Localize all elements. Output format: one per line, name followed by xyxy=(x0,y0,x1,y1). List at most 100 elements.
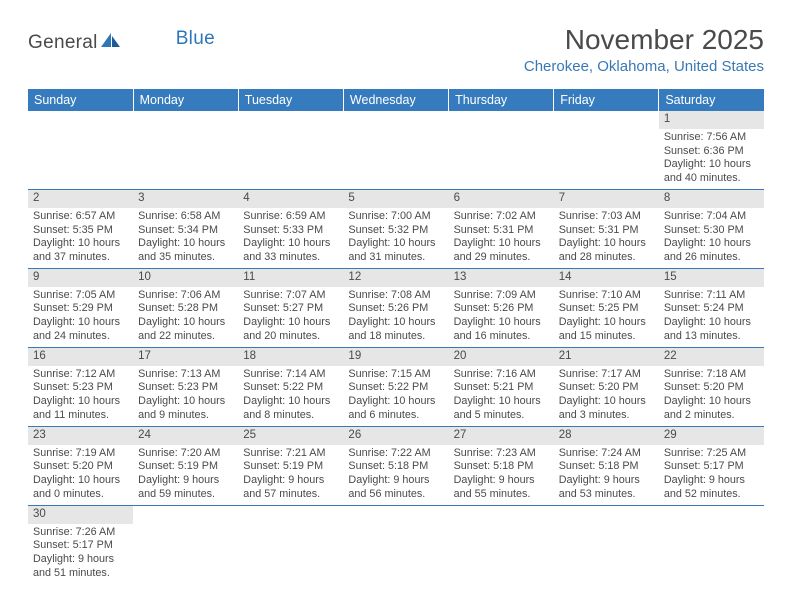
day-number: 30 xyxy=(28,506,133,524)
logo-text-general: General xyxy=(28,32,98,54)
calendar-cell xyxy=(554,111,659,189)
logo-sail-icon xyxy=(100,32,122,53)
col-saturday: Saturday xyxy=(659,89,764,111)
calendar-cell: 18Sunrise: 7:14 AMSunset: 5:22 PMDayligh… xyxy=(238,347,343,426)
day-number: 18 xyxy=(238,348,343,366)
day-number: 24 xyxy=(133,427,238,445)
day-number: 5 xyxy=(343,190,448,208)
calendar-cell xyxy=(238,111,343,189)
calendar-cell xyxy=(133,505,238,583)
calendar-cell: 11Sunrise: 7:07 AMSunset: 5:27 PMDayligh… xyxy=(238,268,343,347)
calendar-cell: 4Sunrise: 6:59 AMSunset: 5:33 PMDaylight… xyxy=(238,189,343,268)
day-number: 8 xyxy=(659,190,764,208)
day-content: Sunrise: 7:10 AMSunset: 5:25 PMDaylight:… xyxy=(554,287,659,347)
calendar-row: 16Sunrise: 7:12 AMSunset: 5:23 PMDayligh… xyxy=(28,347,764,426)
day-number: 4 xyxy=(238,190,343,208)
day-number: 14 xyxy=(554,269,659,287)
day-content: Sunrise: 7:17 AMSunset: 5:20 PMDaylight:… xyxy=(554,366,659,426)
day-number: 13 xyxy=(449,269,554,287)
calendar-cell xyxy=(659,505,764,583)
day-number: 10 xyxy=(133,269,238,287)
day-number: 7 xyxy=(554,190,659,208)
calendar-cell: 9Sunrise: 7:05 AMSunset: 5:29 PMDaylight… xyxy=(28,268,133,347)
calendar-cell: 1Sunrise: 7:56 AMSunset: 6:36 PMDaylight… xyxy=(659,111,764,189)
calendar-cell: 28Sunrise: 7:24 AMSunset: 5:18 PMDayligh… xyxy=(554,426,659,505)
day-content: Sunrise: 6:59 AMSunset: 5:33 PMDaylight:… xyxy=(238,208,343,268)
day-content: Sunrise: 7:15 AMSunset: 5:22 PMDaylight:… xyxy=(343,366,448,426)
calendar-cell: 26Sunrise: 7:22 AMSunset: 5:18 PMDayligh… xyxy=(343,426,448,505)
calendar-cell xyxy=(343,505,448,583)
day-number: 28 xyxy=(554,427,659,445)
title-block: November 2025 Cherokee, Oklahoma, United… xyxy=(524,24,764,81)
logo: General Blue xyxy=(28,24,215,54)
day-content: Sunrise: 7:18 AMSunset: 5:20 PMDaylight:… xyxy=(659,366,764,426)
calendar-cell xyxy=(133,111,238,189)
calendar-cell: 30Sunrise: 7:26 AMSunset: 5:17 PMDayligh… xyxy=(28,505,133,583)
day-number: 2 xyxy=(28,190,133,208)
calendar-cell: 14Sunrise: 7:10 AMSunset: 5:25 PMDayligh… xyxy=(554,268,659,347)
col-sunday: Sunday xyxy=(28,89,133,111)
day-number: 12 xyxy=(343,269,448,287)
day-number: 29 xyxy=(659,427,764,445)
calendar-cell: 16Sunrise: 7:12 AMSunset: 5:23 PMDayligh… xyxy=(28,347,133,426)
day-number: 19 xyxy=(343,348,448,366)
calendar-cell: 8Sunrise: 7:04 AMSunset: 5:30 PMDaylight… xyxy=(659,189,764,268)
day-content: Sunrise: 7:08 AMSunset: 5:26 PMDaylight:… xyxy=(343,287,448,347)
calendar-row: 23Sunrise: 7:19 AMSunset: 5:20 PMDayligh… xyxy=(28,426,764,505)
calendar-cell: 23Sunrise: 7:19 AMSunset: 5:20 PMDayligh… xyxy=(28,426,133,505)
calendar-cell: 27Sunrise: 7:23 AMSunset: 5:18 PMDayligh… xyxy=(449,426,554,505)
calendar-cell: 29Sunrise: 7:25 AMSunset: 5:17 PMDayligh… xyxy=(659,426,764,505)
calendar-cell: 2Sunrise: 6:57 AMSunset: 5:35 PMDaylight… xyxy=(28,189,133,268)
day-content: Sunrise: 7:07 AMSunset: 5:27 PMDaylight:… xyxy=(238,287,343,347)
day-content: Sunrise: 7:25 AMSunset: 5:17 PMDaylight:… xyxy=(659,445,764,505)
day-content: Sunrise: 7:23 AMSunset: 5:18 PMDaylight:… xyxy=(449,445,554,505)
day-content: Sunrise: 6:57 AMSunset: 5:35 PMDaylight:… xyxy=(28,208,133,268)
calendar-table: Sunday Monday Tuesday Wednesday Thursday… xyxy=(28,89,764,584)
day-content: Sunrise: 7:00 AMSunset: 5:32 PMDaylight:… xyxy=(343,208,448,268)
day-content: Sunrise: 7:13 AMSunset: 5:23 PMDaylight:… xyxy=(133,366,238,426)
calendar-row: 2Sunrise: 6:57 AMSunset: 5:35 PMDaylight… xyxy=(28,189,764,268)
calendar-cell: 5Sunrise: 7:00 AMSunset: 5:32 PMDaylight… xyxy=(343,189,448,268)
day-content: Sunrise: 7:05 AMSunset: 5:29 PMDaylight:… xyxy=(28,287,133,347)
day-content: Sunrise: 7:03 AMSunset: 5:31 PMDaylight:… xyxy=(554,208,659,268)
calendar-cell xyxy=(449,505,554,583)
calendar-cell xyxy=(238,505,343,583)
calendar-cell: 19Sunrise: 7:15 AMSunset: 5:22 PMDayligh… xyxy=(343,347,448,426)
day-number: 15 xyxy=(659,269,764,287)
day-number: 17 xyxy=(133,348,238,366)
day-content: Sunrise: 7:12 AMSunset: 5:23 PMDaylight:… xyxy=(28,366,133,426)
col-friday: Friday xyxy=(554,89,659,111)
day-number: 20 xyxy=(449,348,554,366)
col-thursday: Thursday xyxy=(449,89,554,111)
calendar-cell: 10Sunrise: 7:06 AMSunset: 5:28 PMDayligh… xyxy=(133,268,238,347)
day-number: 9 xyxy=(28,269,133,287)
day-number: 16 xyxy=(28,348,133,366)
location-subtitle: Cherokee, Oklahoma, United States xyxy=(524,58,764,75)
calendar-cell xyxy=(554,505,659,583)
calendar-row: 9Sunrise: 7:05 AMSunset: 5:29 PMDaylight… xyxy=(28,268,764,347)
calendar-cell: 7Sunrise: 7:03 AMSunset: 5:31 PMDaylight… xyxy=(554,189,659,268)
day-number: 27 xyxy=(449,427,554,445)
calendar-cell: 24Sunrise: 7:20 AMSunset: 5:19 PMDayligh… xyxy=(133,426,238,505)
day-content: Sunrise: 7:04 AMSunset: 5:30 PMDaylight:… xyxy=(659,208,764,268)
day-content: Sunrise: 7:02 AMSunset: 5:31 PMDaylight:… xyxy=(449,208,554,268)
day-content: Sunrise: 7:14 AMSunset: 5:22 PMDaylight:… xyxy=(238,366,343,426)
day-number: 25 xyxy=(238,427,343,445)
calendar-cell: 25Sunrise: 7:21 AMSunset: 5:19 PMDayligh… xyxy=(238,426,343,505)
day-content: Sunrise: 7:56 AMSunset: 6:36 PMDaylight:… xyxy=(659,129,764,189)
calendar-cell: 21Sunrise: 7:17 AMSunset: 5:20 PMDayligh… xyxy=(554,347,659,426)
calendar-cell: 3Sunrise: 6:58 AMSunset: 5:34 PMDaylight… xyxy=(133,189,238,268)
calendar-cell xyxy=(343,111,448,189)
day-content: Sunrise: 7:11 AMSunset: 5:24 PMDaylight:… xyxy=(659,287,764,347)
calendar-cell: 6Sunrise: 7:02 AMSunset: 5:31 PMDaylight… xyxy=(449,189,554,268)
header: General Blue November 2025 Cherokee, Okl… xyxy=(28,24,764,81)
day-number: 6 xyxy=(449,190,554,208)
calendar-cell: 15Sunrise: 7:11 AMSunset: 5:24 PMDayligh… xyxy=(659,268,764,347)
day-number: 11 xyxy=(238,269,343,287)
col-wednesday: Wednesday xyxy=(343,89,448,111)
col-monday: Monday xyxy=(133,89,238,111)
day-number: 1 xyxy=(659,111,764,129)
day-content: Sunrise: 7:19 AMSunset: 5:20 PMDaylight:… xyxy=(28,445,133,505)
calendar-cell: 20Sunrise: 7:16 AMSunset: 5:21 PMDayligh… xyxy=(449,347,554,426)
day-number: 3 xyxy=(133,190,238,208)
